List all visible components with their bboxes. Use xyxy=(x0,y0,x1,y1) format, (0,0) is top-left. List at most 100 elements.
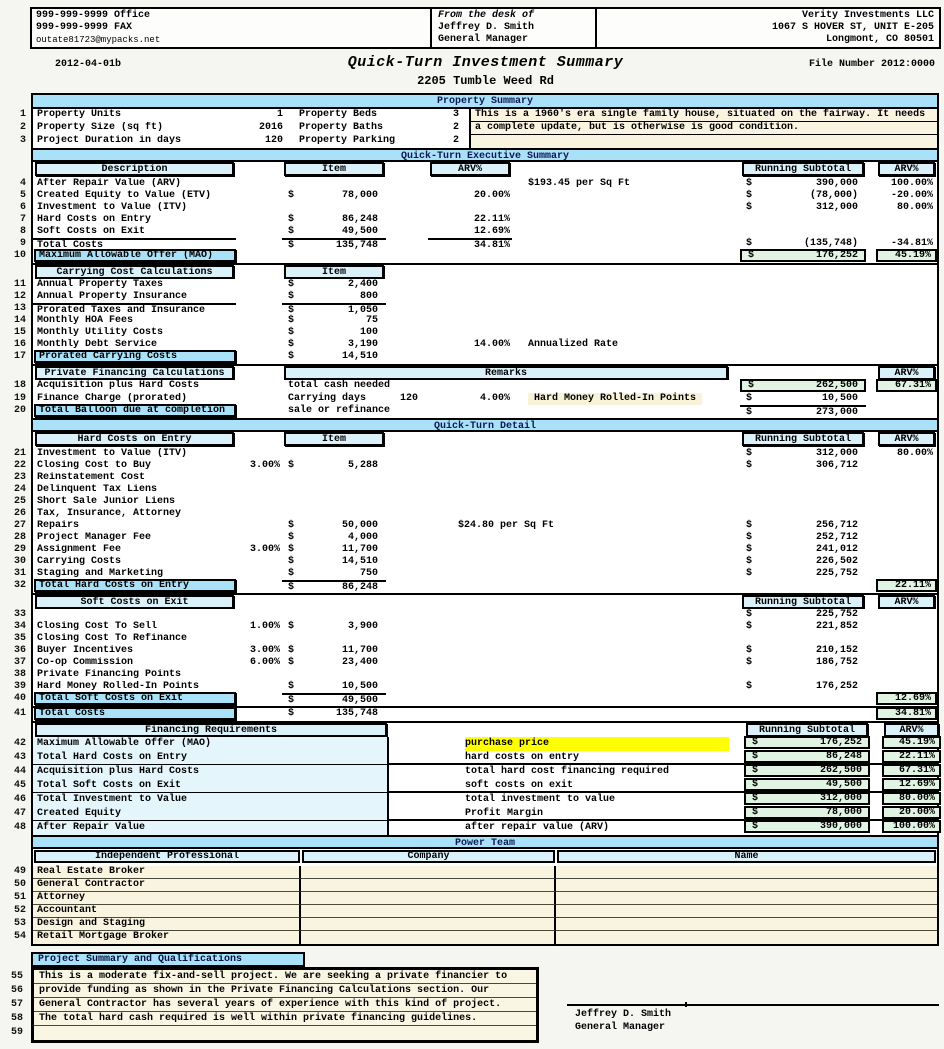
company-cell[interactable] xyxy=(301,892,556,905)
row-label: Buyer Incentives xyxy=(37,645,134,656)
worksheet: Property Summary 1 Property Units 1 Prop… xyxy=(14,93,941,946)
item-amount[interactable]: $3,900 xyxy=(288,621,378,632)
row-label: Total Costs xyxy=(33,238,236,252)
arv-percent: -34.81% xyxy=(890,238,933,249)
column-header-row: Independent Professional Company Name xyxy=(33,849,937,866)
running-subtotal: $273,000 xyxy=(740,405,866,419)
highlight-label: Total Balloon due at completion xyxy=(34,404,236,417)
item-amount[interactable]: $11,700 xyxy=(288,544,378,555)
item-amount[interactable]: $50,000 xyxy=(288,520,378,531)
name-cell[interactable] xyxy=(556,918,937,931)
pct-value[interactable]: 3.00% xyxy=(249,460,280,471)
row-label: Investment to Value (ITV) xyxy=(37,448,188,459)
remark[interactable]: total cash needed xyxy=(288,380,391,391)
item-amount[interactable]: $4,000 xyxy=(288,532,378,543)
pct-value[interactable]: 3.00% xyxy=(249,645,280,656)
row-label: Hard Costs on Entry xyxy=(37,214,152,225)
summary-text[interactable]: provide funding as shown in the Private … xyxy=(34,984,536,998)
letterhead: 999-999-9999 Office 999-999-9999 FAX out… xyxy=(30,7,941,49)
name-cell[interactable] xyxy=(556,866,937,879)
col-header-item: Item xyxy=(284,265,384,279)
row-number: 18 xyxy=(13,380,26,391)
property-value[interactable]: 2016 xyxy=(258,122,283,133)
table-row: 38 Private Financing Points xyxy=(14,669,937,681)
col-header-carrying: Carrying Cost Calculations xyxy=(35,265,234,279)
item-amount[interactable]: $2,400 xyxy=(288,279,378,290)
pct-value[interactable]: 1.00% xyxy=(249,621,280,632)
item-amount[interactable]: $75 xyxy=(288,315,378,326)
property-value[interactable]: 2 xyxy=(452,122,459,133)
pct-value[interactable]: 6.00% xyxy=(249,657,280,668)
row-number: 52 xyxy=(13,905,26,916)
company-cell[interactable] xyxy=(301,931,556,944)
remark-highlighted[interactable]: purchase price xyxy=(465,737,729,751)
row-number: 19 xyxy=(13,393,26,404)
name-cell[interactable] xyxy=(556,931,937,944)
row-number: 27 xyxy=(13,520,26,531)
table-row: 12 Annual Property Insurance $800 xyxy=(14,291,937,305)
item-amount[interactable]: $14,510 xyxy=(288,556,378,567)
row-label: Total Hard Costs on Entry xyxy=(33,751,389,764)
company-cell[interactable] xyxy=(301,905,556,918)
company-cell[interactable] xyxy=(301,918,556,931)
row-number: 25 xyxy=(13,496,26,507)
rate-percent[interactable]: 14.00% xyxy=(473,339,510,350)
name-cell[interactable] xyxy=(556,879,937,892)
col-header-arv: ARV% xyxy=(878,432,935,446)
table-row: 31 Staging and Marketing $750 $225,752 xyxy=(14,568,937,582)
summary-text[interactable]: This is a moderate fix-and-sell project.… xyxy=(34,970,536,984)
table-row: 1 Property Units 1 Property Beds 3 This … xyxy=(20,109,937,123)
row-label: After Repair Value (ARV) xyxy=(37,178,182,189)
col-header-professional: Independent Professional xyxy=(34,850,300,863)
item-amount[interactable]: $100 xyxy=(288,327,378,338)
file-number: File Number 2012:0000 xyxy=(808,59,935,70)
professional-label: General Contractor xyxy=(33,879,301,892)
points-percent[interactable]: 4.00% xyxy=(479,393,510,404)
table-row: 24 Delinquent Tax Liens xyxy=(14,484,937,496)
remark-value[interactable]: $24.80 per Sq Ft xyxy=(458,520,555,531)
property-note[interactable]: This is a 1960's era single family house… xyxy=(469,109,937,123)
company-cell[interactable] xyxy=(301,866,556,879)
property-value[interactable]: 2 xyxy=(452,135,459,146)
item-amount[interactable]: $78,000 xyxy=(288,190,378,201)
row-label: Property Size (sq ft) xyxy=(37,122,164,133)
running-subtotal: $241,012 xyxy=(746,544,858,555)
row-number: 22 xyxy=(13,460,26,471)
arv-percent-result: 45.19% xyxy=(876,249,937,262)
bottom-section: Project Summary and Qualifications 55 Th… xyxy=(11,952,939,1043)
arv-mid-percent: 34.81% xyxy=(428,238,512,252)
remark-value[interactable]: $193.45 per Sq Ft xyxy=(528,178,631,189)
table-row-total: 40 Total Soft Costs on Exit $49,500 12.6… xyxy=(14,692,937,706)
row-number: 38 xyxy=(13,669,26,680)
property-note[interactable]: a complete update, but is otherwise is g… xyxy=(469,122,937,136)
summary-row: 59 xyxy=(11,1026,536,1040)
property-value[interactable]: 3 xyxy=(452,109,459,120)
item-amount[interactable]: $5,288 xyxy=(288,460,378,471)
row-number: 9 xyxy=(19,238,26,249)
row-number: 30 xyxy=(13,556,26,567)
carrying-days-value[interactable]: 120 xyxy=(399,393,418,404)
summary-text[interactable] xyxy=(34,1026,536,1040)
company-cell[interactable] xyxy=(301,879,556,892)
table-row: 15 Monthly Utility Costs $100 xyxy=(14,327,937,339)
project-summary-header: Project Summary and Qualifications xyxy=(31,952,305,967)
property-value[interactable]: 1 xyxy=(276,109,283,120)
row-label: Property Units xyxy=(37,109,122,120)
remark[interactable]: sale or refinance xyxy=(288,405,391,416)
property-value[interactable]: 120 xyxy=(264,135,283,146)
section-bar-executive-summary: Quick-Turn Executive Summary xyxy=(33,148,937,162)
pct-value[interactable]: 3.00% xyxy=(249,544,280,555)
table-row: 33 $225,752 xyxy=(14,609,937,621)
item-amount[interactable]: $86,248 xyxy=(288,214,378,225)
summary-text[interactable]: The total hard cash required is well wit… xyxy=(34,1012,536,1026)
row-number: 35 xyxy=(13,633,26,644)
summary-text[interactable]: General Contractor has several years of … xyxy=(34,998,536,1012)
property-note[interactable] xyxy=(469,135,937,148)
column-header-row: Description Item ARV% Running Subtotal A… xyxy=(33,162,937,178)
name-cell[interactable] xyxy=(556,905,937,918)
item-amount[interactable]: $23,400 xyxy=(288,657,378,668)
item-amount[interactable]: $11,700 xyxy=(288,645,378,656)
row-number: 58 xyxy=(10,1013,23,1024)
name-cell[interactable] xyxy=(556,892,937,905)
